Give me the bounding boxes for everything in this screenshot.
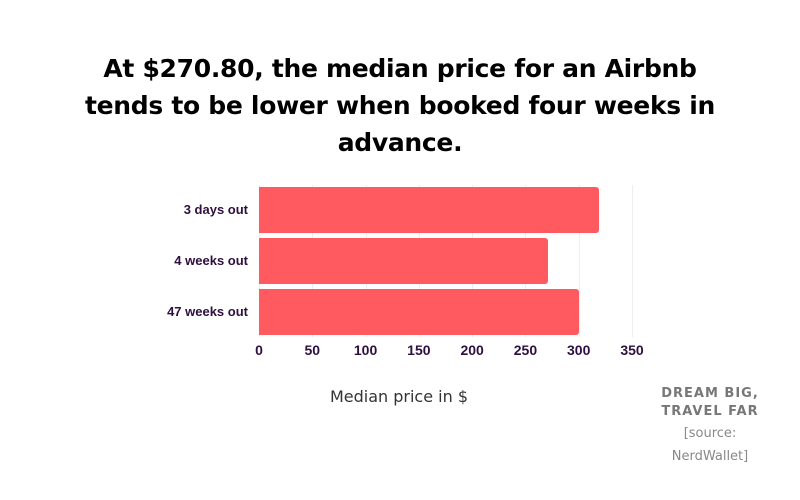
gridline (578, 185, 580, 337)
chart-title: At $270.80, the median price for an Airb… (84, 54, 716, 157)
category-label: 4 weeks out (174, 253, 248, 268)
category-label: 3 days out (183, 202, 248, 217)
x-tick-label: 350 (620, 342, 644, 358)
x-tick-label: 300 (567, 342, 591, 358)
x-tick-label: 0 (255, 342, 263, 358)
x-tick-label: 150 (407, 342, 431, 358)
x-tick-label: 200 (460, 342, 484, 358)
x-axis-label-text: Median price in $ (329, 387, 469, 406)
brand-line-1: DREAM BIG, (661, 386, 759, 401)
bar (259, 238, 548, 284)
x-tick-label: 100 (353, 342, 378, 358)
bar (259, 187, 599, 233)
x-tick-label: 250 (513, 342, 538, 358)
bar (259, 289, 579, 335)
gridline (632, 185, 633, 337)
x-tick-label: 50 (304, 342, 321, 358)
x-axis-label: Median price in $ (0, 387, 800, 406)
category-label: 47 weeks out (167, 304, 248, 319)
plot-area (259, 185, 639, 337)
source-line-2: NerdWallet] (671, 449, 749, 464)
brand-line-2: TRAVEL FAR (661, 404, 759, 419)
source-line-1: [source: (683, 426, 737, 441)
branding: DREAM BIG, TRAVEL FAR [source: NerdWalle… (648, 385, 772, 467)
